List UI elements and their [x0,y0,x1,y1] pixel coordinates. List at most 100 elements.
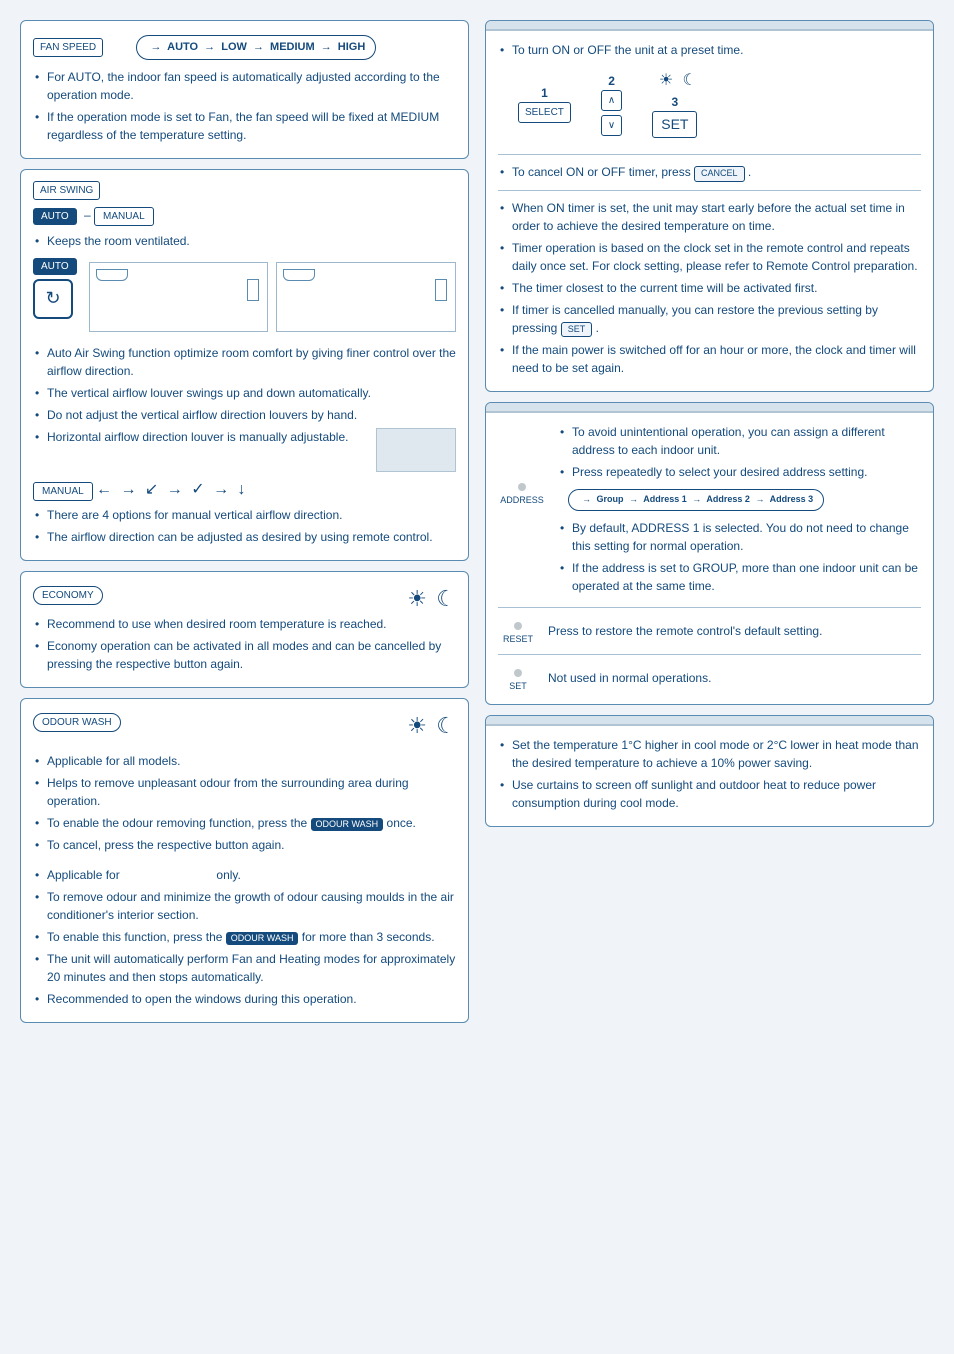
dot-icon [518,483,526,491]
reset-text: Press to restore the remote control's de… [548,622,921,640]
airswing-tab-manual: MANUAL [94,207,154,226]
divider [498,607,921,608]
dot-icon [514,622,522,630]
page-root: FAN SPEED → AUTO → LOW → MEDIUM → HIGH F… [20,20,934,1023]
cycle-opt: Address 2 [706,494,750,504]
timer-bullet: If timer is cancelled manually, you can … [498,301,921,338]
set-button[interactable]: SET [652,111,697,138]
timer-bullet: The timer closest to the current time wi… [498,279,921,297]
set-label: SET [509,681,527,691]
moon-icon: ☾ [436,582,456,615]
moon-icon: ☾ [683,69,697,93]
reset-icon: RESET [498,622,538,647]
text: To enable this function, press the [47,930,226,944]
text: once. [387,816,416,830]
address-section: ADDRESS To avoid unintentional operation… [498,423,921,599]
text: for more than 3 seconds. [302,930,435,944]
text: . [596,321,599,335]
address-icon: ADDRESS [498,483,546,508]
up-button[interactable]: ∧ [601,90,622,111]
section-band [486,716,933,726]
airswing-panel: AIR SWING AUTO – MANUAL Keeps the room v… [20,169,469,561]
dash-sep: – [84,208,91,222]
dot-icon [514,669,522,677]
cycle-opt: MEDIUM [270,41,315,53]
timer-intro: To turn ON or OFF the unit at a preset t… [498,41,921,59]
step-number: 2 [601,72,622,90]
airswing-auto-bullet: The vertical airflow louver swings up an… [33,384,456,402]
down-button[interactable]: ∨ [601,115,622,136]
odourwash-bullet: To remove odour and minimize the growth … [33,888,456,924]
address-icon-label: ADDRESS [500,495,544,505]
airswing-label: AIR SWING [33,181,100,200]
sun-icon: ☀ [659,69,673,93]
arrow-icon: → [629,494,638,504]
section-band [486,403,933,413]
odourwash-button-icon: ODOUR WASH [226,932,299,946]
cycle-opt: Address 1 [643,494,687,504]
tip-bullet: Use curtains to screen off sunlight and … [498,776,921,812]
timer-cancel: To cancel ON or OFF timer, press CANCEL … [498,163,921,182]
reset-row: RESET Press to restore the remote contro… [498,616,921,647]
airswing-auto-bullet: Auto Air Swing function optimize room co… [33,344,456,380]
step-number: 1 [518,84,571,102]
timer-bullet: If the main power is switched off for an… [498,341,921,377]
cycle-opt: AUTO [167,41,198,53]
arrow-icon: → [253,41,264,53]
cycle-opt: HIGH [338,41,366,53]
address-bullet: If the address is set to GROUP, more tha… [558,559,921,595]
odourwash-bullet: Recommended to open the windows during t… [33,990,456,1008]
airswing-manual-bullet: The airflow direction can be adjusted as… [33,528,456,546]
left-column: FAN SPEED → AUTO → LOW → MEDIUM → HIGH F… [20,20,469,1023]
odourwash-bullet: Applicable for all models. [33,752,456,770]
auto-badge-group: AUTO ↻ [33,256,81,319]
fanspeed-label: FAN SPEED [33,38,103,57]
fanspeed-panel: FAN SPEED → AUTO → LOW → MEDIUM → HIGH F… [20,20,469,159]
sun-moon-icons: ☀ ☾ [653,73,697,87]
airswing-manual-bullet: There are 4 options for manual vertical … [33,506,456,524]
auto-badge: AUTO [33,258,77,275]
set-row: SET Not used in normal operations. [498,663,921,694]
odourwash-bullet: Helps to remove unpleasant odour from th… [33,774,456,810]
odourwash-bullet: To cancel, press the respective button a… [33,836,456,854]
divider [498,654,921,655]
arrow-icon: → [150,41,161,53]
airswing-intro: Keeps the room ventilated. [33,232,456,250]
tips-panel: Set the temperature 1°C higher in cool m… [485,715,934,827]
cycle-opt: LOW [221,41,247,53]
odourwash-panel: ODOUR WASH ☀ ☾ Applicable for all models… [20,698,469,1023]
airswing-auto-bullet: Do not adjust the vertical airflow direc… [33,406,456,424]
fanspeed-cycle: → AUTO → LOW → MEDIUM → HIGH [136,35,376,60]
recirculate-icon: ↻ [33,279,73,319]
set-icon: SET [498,669,538,694]
odourwash-bullet: Applicable for only. [33,866,456,884]
sun-icon: ☀ [407,582,427,615]
set-button-icon: SET [561,322,593,338]
timer-bullet: Timer operation is based on the clock se… [498,239,921,275]
airswing-tab-auto: AUTO [33,208,77,225]
sun-icon: ☀ [407,709,427,742]
economy-bullet: Recommend to use when desired room tempe… [33,615,456,633]
room-diagram [276,262,456,332]
room-diagram [89,262,269,332]
set-text: Not used in normal operations. [548,669,921,687]
divider [498,190,921,191]
odourwash-button-icon: ODOUR WASH [311,818,384,832]
address-bullet: By default, ADDRESS 1 is selected. You d… [558,519,921,555]
text: To cancel ON or OFF timer, press [512,165,694,179]
arrow-icon: → [582,494,591,504]
cancel-button-icon: CANCEL [694,166,745,182]
fanspeed-bullet: For AUTO, the indoor fan speed is automa… [33,68,456,104]
louver-photo [376,428,456,472]
timer-step-1: 1 SELECT [518,84,571,123]
timer-panel: To turn ON or OFF the unit at a preset t… [485,20,934,392]
cycle-opt: Address 3 [770,494,814,504]
text: . [748,165,751,179]
select-button[interactable]: SELECT [518,102,571,123]
updown-buttons: ∧ ∨ [601,90,622,136]
manual-badge: MANUAL [33,482,93,501]
address-bullet: To avoid unintentional operation, you ca… [558,423,921,459]
arrow-icon: → [204,41,215,53]
text: Applicable for [47,868,123,882]
divider [498,154,921,155]
